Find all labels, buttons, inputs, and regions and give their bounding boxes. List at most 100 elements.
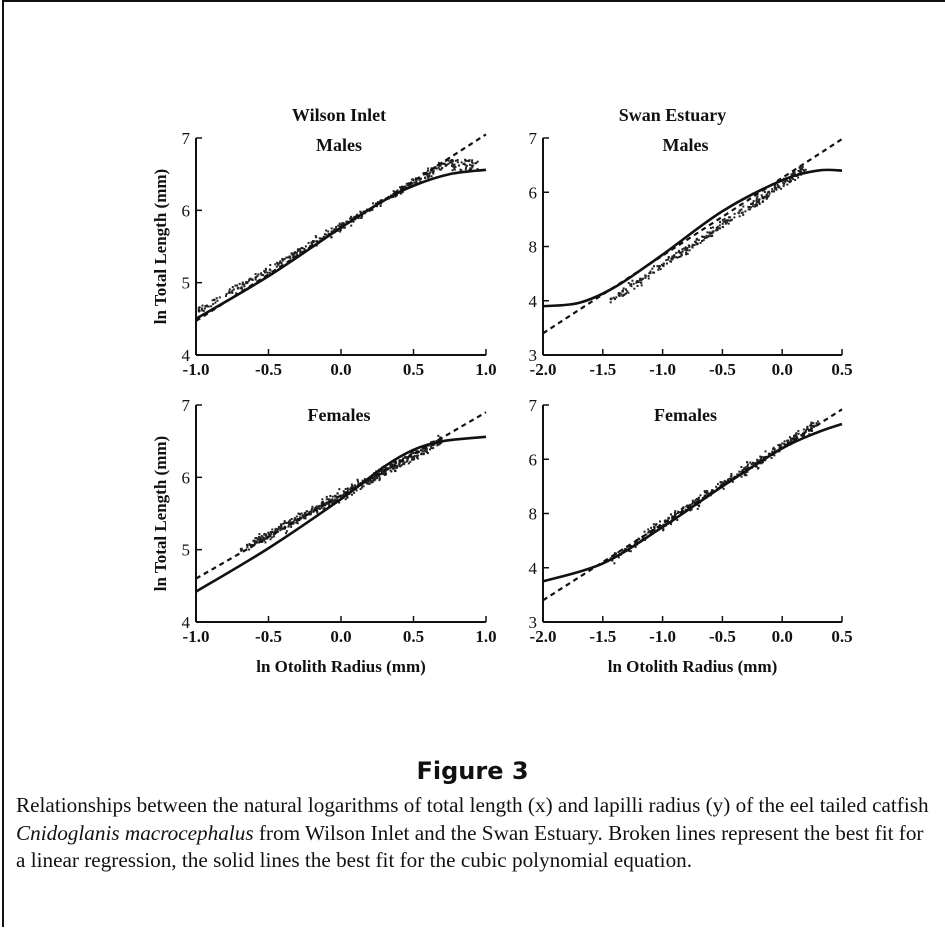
figure-caption-text: Relationships between the natural logari… bbox=[16, 792, 936, 875]
data-point bbox=[376, 477, 379, 480]
y-tick-label: 3 bbox=[529, 346, 538, 365]
data-point bbox=[265, 537, 268, 540]
data-point bbox=[685, 253, 688, 256]
data-point bbox=[788, 436, 791, 439]
data-point bbox=[283, 520, 286, 523]
data-point bbox=[285, 530, 288, 533]
data-point bbox=[703, 490, 706, 493]
data-point bbox=[795, 435, 798, 438]
data-point bbox=[750, 463, 753, 466]
data-point bbox=[425, 451, 428, 454]
data-point bbox=[465, 166, 468, 169]
data-point bbox=[402, 462, 405, 465]
y-tick-label: 4 bbox=[529, 292, 538, 311]
x-tick-label: 1.0 bbox=[475, 360, 496, 379]
data-point bbox=[639, 277, 642, 280]
x-axis-label: ln Otolith Radius (mm) bbox=[256, 657, 426, 676]
data-point bbox=[353, 215, 356, 218]
data-point bbox=[403, 461, 406, 464]
data-point bbox=[715, 229, 718, 232]
data-point bbox=[745, 467, 748, 470]
data-point bbox=[405, 460, 408, 463]
data-point bbox=[673, 256, 676, 259]
data-point bbox=[429, 448, 432, 451]
data-point bbox=[372, 477, 375, 480]
data-point bbox=[703, 494, 706, 497]
data-point bbox=[254, 537, 257, 540]
data-point bbox=[635, 281, 638, 284]
data-point bbox=[706, 231, 709, 234]
data-point bbox=[392, 195, 395, 198]
data-point bbox=[450, 160, 453, 163]
data-point bbox=[392, 467, 395, 470]
data-point bbox=[730, 472, 733, 475]
data-point bbox=[647, 528, 650, 531]
data-point bbox=[351, 493, 354, 496]
data-point bbox=[297, 512, 300, 515]
data-point bbox=[752, 200, 755, 203]
data-point bbox=[737, 211, 740, 214]
data-point bbox=[246, 546, 249, 549]
data-point bbox=[651, 531, 654, 534]
data-point bbox=[327, 498, 330, 501]
data-point bbox=[331, 495, 334, 498]
data-point bbox=[685, 249, 688, 252]
data-point bbox=[615, 552, 618, 555]
data-point bbox=[427, 176, 430, 179]
data-point bbox=[470, 164, 473, 167]
data-point bbox=[380, 199, 383, 202]
data-point bbox=[719, 481, 722, 484]
data-point bbox=[643, 530, 646, 533]
data-point bbox=[615, 296, 618, 299]
data-point bbox=[620, 293, 623, 296]
data-point bbox=[471, 159, 474, 162]
data-point bbox=[767, 194, 770, 197]
data-point bbox=[328, 498, 331, 501]
data-point bbox=[662, 262, 665, 265]
data-point bbox=[810, 426, 813, 429]
data-point bbox=[195, 309, 198, 312]
x-tick-label: 0.0 bbox=[330, 360, 351, 379]
data-point bbox=[207, 305, 210, 308]
x-tick-label: -2.0 bbox=[530, 360, 557, 379]
cubic-fit-line bbox=[542, 168, 843, 308]
data-point bbox=[357, 482, 360, 485]
data-point bbox=[269, 538, 272, 541]
data-point bbox=[396, 189, 399, 192]
data-point bbox=[799, 168, 802, 171]
data-point bbox=[629, 284, 632, 287]
data-point bbox=[429, 171, 432, 174]
data-point bbox=[453, 168, 456, 171]
caption-text-after: from Wilson Inlet and the Swan Estuary. … bbox=[16, 820, 924, 873]
data-point bbox=[332, 501, 335, 504]
data-point bbox=[638, 278, 641, 281]
data-point bbox=[797, 169, 800, 172]
data-point bbox=[293, 517, 296, 520]
data-point bbox=[277, 263, 280, 266]
data-point bbox=[400, 464, 403, 467]
data-point bbox=[432, 170, 435, 173]
y-tick-label: 6 bbox=[182, 468, 191, 487]
data-point bbox=[340, 223, 343, 226]
data-point bbox=[231, 286, 234, 289]
data-point bbox=[349, 488, 352, 491]
data-point bbox=[327, 230, 330, 233]
panel-subtitle: Males bbox=[316, 135, 362, 155]
data-point bbox=[274, 263, 277, 266]
data-point bbox=[636, 284, 639, 287]
data-point bbox=[662, 529, 665, 532]
data-point bbox=[214, 301, 217, 304]
data-point bbox=[320, 502, 323, 505]
data-point bbox=[658, 266, 661, 269]
data-point bbox=[756, 460, 759, 463]
data-point bbox=[469, 167, 472, 170]
data-point bbox=[795, 433, 798, 436]
data-point bbox=[350, 217, 353, 220]
data-point bbox=[372, 478, 375, 481]
y-tick-label: 6 bbox=[529, 183, 538, 202]
data-point bbox=[430, 441, 433, 444]
data-point bbox=[321, 498, 324, 501]
data-point bbox=[356, 213, 359, 216]
data-point bbox=[649, 270, 652, 273]
data-point bbox=[723, 479, 726, 482]
